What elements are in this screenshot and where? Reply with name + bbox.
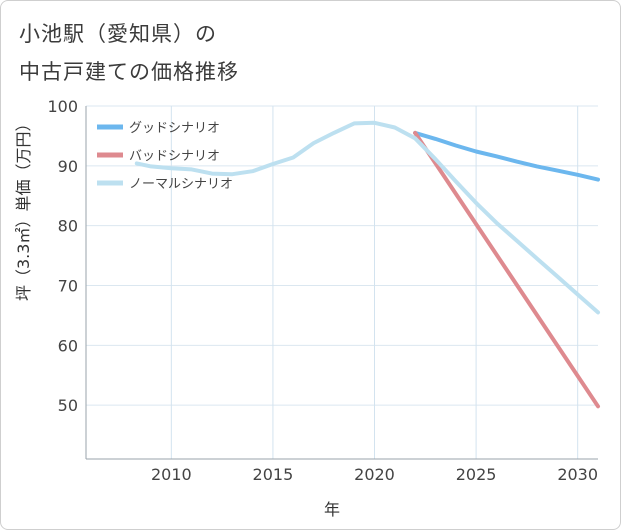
legend-label-2: バッドシナリオ (129, 149, 220, 164)
x-tick-label-2030: 2030 (557, 465, 598, 484)
grid-lines (86, 105, 598, 459)
series-line-1 (413, 130, 600, 182)
tick-labels: 50 60 70 80 90 100 2010 2015 2020 2025 2030 (47, 97, 598, 484)
series-line-2 (413, 130, 600, 409)
x-tick-label-2025: 2025 (456, 465, 497, 484)
y-tick-label-80: 80 (58, 217, 78, 236)
x-tick-label-2020: 2020 (354, 465, 395, 484)
y-tick-label-90: 90 (58, 157, 78, 176)
x-tick-label-2015: 2015 (253, 465, 294, 484)
series-line-3 (134, 120, 600, 315)
y-tick-label-100: 100 (47, 97, 78, 116)
y-tick-label-70: 70 (58, 276, 78, 295)
legend-label-1: グッドシナリオ (129, 121, 220, 136)
chart-title: 小池駅（愛知県）の 中古戸建ての価格推移 (19, 15, 239, 91)
series-lines (134, 120, 600, 409)
chart-title-line-1: 小池駅（愛知県）の (19, 22, 217, 46)
x-tick-label-2010: 2010 (151, 465, 192, 484)
y-axis-label: 坪（3.3㎡）単価（万円） (14, 115, 33, 301)
axes (85, 106, 598, 460)
legend-label-3: ノーマルシナリオ (129, 177, 233, 192)
chart-title-line-2: 中古戸建ての価格推移 (19, 60, 239, 84)
y-tick-label-60: 60 (58, 336, 78, 355)
y-tick-label-50: 50 (58, 396, 78, 415)
x-axis-label: 年 (324, 500, 340, 519)
